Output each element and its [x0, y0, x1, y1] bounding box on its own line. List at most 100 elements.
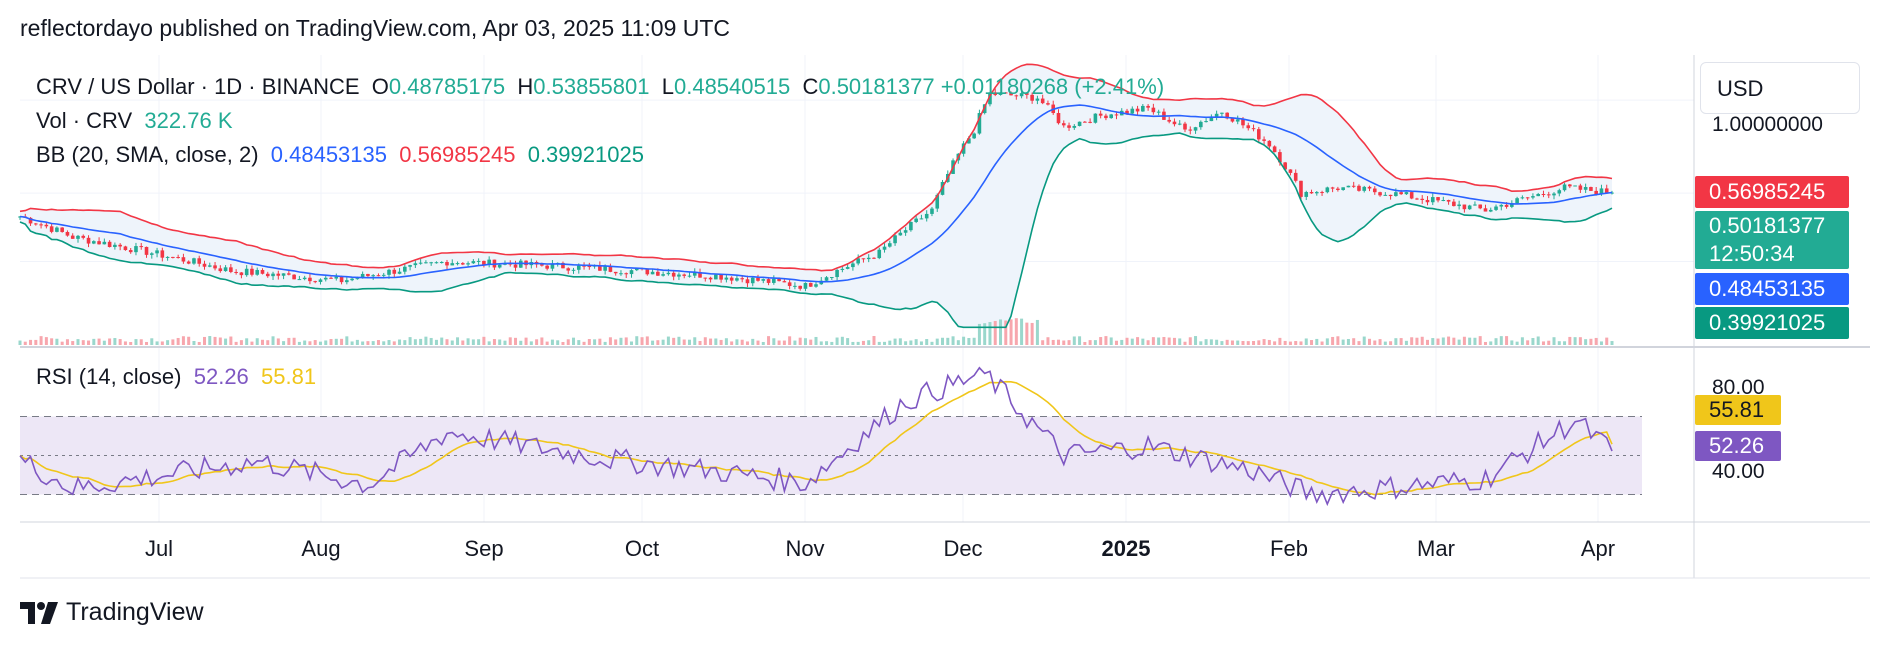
- volume-bar: [524, 337, 528, 345]
- candle-body: [1230, 118, 1235, 122]
- volume-bar: [1273, 341, 1277, 345]
- volume-bar: [767, 336, 771, 345]
- volume-bar: [1331, 336, 1335, 345]
- volume-bar: [1336, 336, 1340, 345]
- candle-body: [28, 217, 33, 224]
- time-label-nov: Nov: [785, 536, 825, 561]
- volume-bar: [440, 337, 444, 345]
- volume-bar: [561, 341, 565, 345]
- symbol-title[interactable]: CRV / US Dollar · 1D · BINANCE: [36, 74, 360, 99]
- volume-bar: [1404, 340, 1408, 345]
- rsi-pane: [19, 366, 1642, 507]
- candle-body: [518, 260, 523, 268]
- volume-bar: [798, 337, 802, 345]
- volume-bar: [1520, 337, 1524, 345]
- candle-body: [1014, 95, 1019, 97]
- candle-body: [1220, 112, 1224, 114]
- volume-bar: [1310, 340, 1314, 345]
- volume-bar: [1035, 319, 1039, 345]
- candle-body: [139, 246, 144, 248]
- volume-bar: [208, 336, 212, 345]
- countdown-timer: 12:50:34: [1709, 241, 1795, 266]
- candle-body: [1109, 114, 1114, 119]
- candle-body: [1346, 185, 1351, 188]
- volume-bar: [176, 337, 180, 345]
- volume-bar: [1204, 339, 1208, 345]
- volume-bar: [371, 341, 375, 345]
- volume-bar: [608, 337, 612, 345]
- tradingview-logo[interactable]: TradingView: [20, 598, 204, 627]
- volume-bar: [835, 337, 839, 345]
- volume-bar: [1447, 336, 1451, 345]
- volume-bar: [1262, 339, 1266, 345]
- bollinger-lower-value: 0.39921025: [527, 142, 644, 167]
- candle-body: [128, 250, 133, 253]
- volume-bar: [977, 323, 981, 345]
- candle-body: [244, 268, 249, 276]
- rsi-band-fill: [20, 416, 1642, 495]
- volume-bar: [677, 336, 681, 345]
- volume-bar: [904, 341, 908, 345]
- volume-value: 322.76 K: [144, 108, 233, 133]
- candle-body: [250, 268, 254, 275]
- candle-body: [1125, 110, 1129, 114]
- candle-body: [687, 275, 692, 277]
- candle-body: [814, 284, 818, 287]
- rsi-label[interactable]: RSI (14, close): [36, 364, 182, 389]
- volume-bar: [603, 341, 607, 345]
- volume-bar: [313, 340, 317, 345]
- volume-bar: [1515, 341, 1519, 345]
- currency-selector[interactable]: USD: [1700, 62, 1860, 114]
- candle-body: [123, 246, 128, 251]
- candle-body: [1494, 206, 1498, 210]
- candle-body: [1146, 105, 1150, 108]
- candle-body: [1515, 198, 1519, 204]
- candle-body: [323, 277, 328, 280]
- candle-body: [281, 273, 286, 276]
- volume-bar: [751, 338, 755, 345]
- candle-body: [1457, 204, 1461, 207]
- candle-body: [1525, 197, 1530, 199]
- volume-bar: [477, 339, 481, 345]
- volume-bar: [1051, 339, 1055, 345]
- volume-bar: [250, 341, 254, 345]
- candle-body: [761, 279, 766, 281]
- candle-body: [914, 218, 918, 222]
- candle-body: [666, 272, 671, 275]
- volume-bar: [1584, 339, 1588, 345]
- volume-bar: [1552, 337, 1556, 345]
- volume-bar: [983, 323, 987, 345]
- volume-bar: [1093, 340, 1097, 345]
- volume-bar: [1399, 338, 1403, 345]
- volume-bar: [1267, 339, 1271, 345]
- candlestick-series: [18, 88, 1614, 292]
- volume-bar: [1183, 341, 1187, 345]
- volume-bar: [519, 340, 523, 345]
- candle-body: [550, 263, 555, 269]
- open-value: 0.48785175: [388, 74, 506, 99]
- bollinger-label[interactable]: BB (20, SMA, close, 2): [36, 142, 259, 167]
- candle-body: [998, 92, 1003, 95]
- volume-label[interactable]: Vol · CRV: [36, 108, 133, 133]
- volume-bar: [334, 338, 338, 345]
- candle-body: [55, 227, 59, 232]
- volume-bar: [1389, 341, 1393, 345]
- candle-body: [729, 277, 734, 281]
- volume-bar: [266, 340, 270, 345]
- volume-bar: [1505, 336, 1509, 345]
- volume-bar: [1099, 337, 1103, 345]
- candle-body: [924, 213, 929, 219]
- volume-bar: [303, 340, 307, 345]
- candle-body: [619, 273, 623, 275]
- volume-bar: [392, 341, 396, 345]
- volume-bar: [508, 337, 512, 345]
- volume-bar: [1478, 336, 1482, 345]
- candle-body: [1288, 169, 1293, 173]
- candle-body: [750, 277, 755, 284]
- volume-bar: [1605, 337, 1609, 345]
- candle-body: [1056, 113, 1061, 124]
- bollinger-band-fill: [20, 64, 1612, 328]
- bollinger-lines: [19, 63, 1613, 329]
- volume-bar: [867, 340, 871, 345]
